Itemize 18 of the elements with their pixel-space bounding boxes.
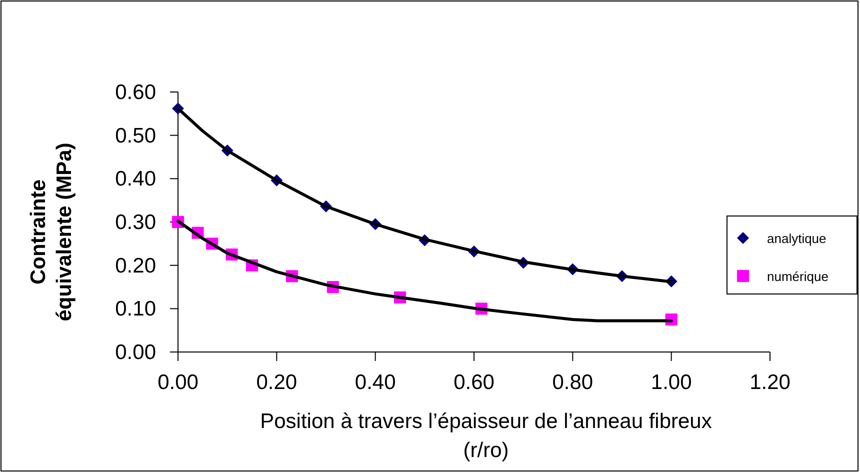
y-tick-label: 0.10 [115,298,156,321]
x-axis-title: Position à travers l’épaisseur de l’anneau fibreux (r/ro) [260,410,712,462]
y-tick-label: 0.00 [115,341,156,364]
x-tick-label: 0.80 [552,371,594,394]
y-axis-title: Contrainte équivalente (MPa) [27,142,76,322]
legend-label: numérique [767,269,828,284]
x-tick-label: 0.00 [158,371,198,394]
y-tick-label: 0.50 [115,124,156,148]
y-tick-label: 0.60 [115,81,156,104]
x-tick-label: 0.20 [256,371,298,394]
x-tick-label: 0.40 [354,371,396,394]
legend-label: analytique [767,231,826,246]
x-tick-label: 1.20 [750,371,790,394]
y-tick-label: 0.30 [115,211,156,234]
y-tick-label: 0.40 [115,168,156,191]
x-tick-label: 0.60 [454,371,494,394]
y-tick-label: 0.20 [115,254,156,278]
x-tick-label: 1.00 [650,371,692,394]
